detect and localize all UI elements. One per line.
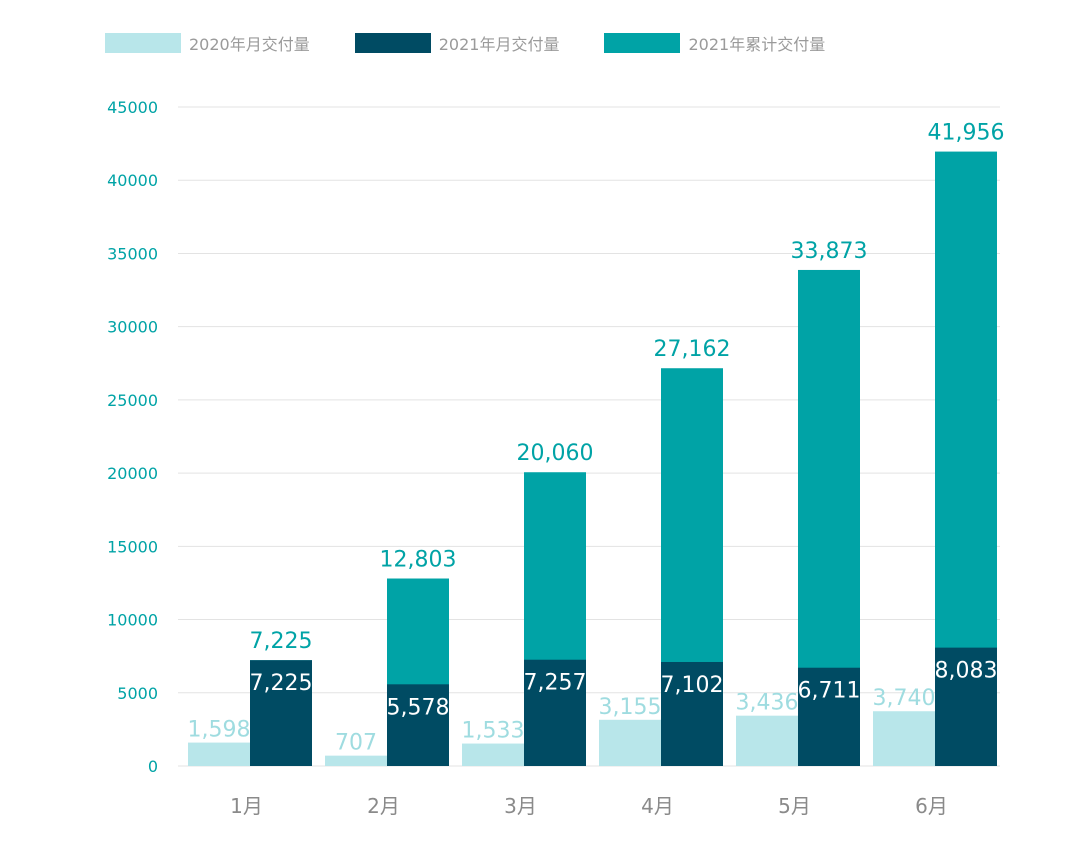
y-tick-label: 15000 xyxy=(107,537,158,556)
legend-label-2021-monthly: 2021年月交付量 xyxy=(438,35,560,54)
bar-2020-monthly xyxy=(188,742,250,766)
bar-2020-monthly xyxy=(462,743,524,766)
data-label-2020-monthly: 1,533 xyxy=(462,719,525,744)
data-label-2021-monthly: 7,257 xyxy=(524,671,587,696)
data-label-2020-monthly: 3,740 xyxy=(873,686,936,711)
y-tick-label: 5000 xyxy=(117,684,158,703)
bar-2021-monthly xyxy=(661,661,723,766)
x-category-label: 6月 xyxy=(915,794,948,818)
bar-2021-monthly xyxy=(387,684,449,766)
x-category-label: 5月 xyxy=(778,794,811,818)
y-tick-label: 0 xyxy=(148,757,158,776)
y-tick-label: 35000 xyxy=(107,244,158,263)
legend-item-2020-monthly: 2020年月交付量 xyxy=(105,31,310,55)
bar-2020-monthly xyxy=(873,711,935,766)
bar-2021-monthly xyxy=(524,659,586,766)
data-label-2021-cumulative: 33,873 xyxy=(791,239,868,264)
grid-layer xyxy=(178,106,1000,767)
legend-item-2021-monthly: 2021年月交付量 xyxy=(354,31,560,55)
legend-label-2020-monthly: 2020年月交付量 xyxy=(189,35,310,54)
bar-2021-monthly xyxy=(798,667,860,766)
legend-swatch-2021-monthly xyxy=(354,33,431,53)
data-label-2021-monthly: 7,102 xyxy=(661,673,724,698)
bars-layer xyxy=(188,151,997,766)
y-tick-label: 40000 xyxy=(107,171,158,190)
bar-2020-monthly xyxy=(325,755,387,766)
x-category-label: 2月 xyxy=(367,794,400,818)
chart-legend: 2020年月交付量 2021年月交付量 2021年累计交付量 xyxy=(105,30,870,56)
bar-2021-monthly xyxy=(250,660,312,766)
bar-2020-monthly xyxy=(599,719,661,766)
y-tick-label: 20000 xyxy=(107,464,158,483)
legend-swatch-2020-monthly xyxy=(105,33,181,53)
y-tick-label: 45000 xyxy=(107,98,158,117)
data-label-2020-monthly: 1,598 xyxy=(188,718,251,743)
data-label-2021-monthly: 5,578 xyxy=(387,695,450,720)
x-category-label: 3月 xyxy=(504,794,537,818)
y-tick-label: 30000 xyxy=(107,318,158,337)
y-tick-label: 25000 xyxy=(107,391,158,410)
data-label-2021-cumulative: 12,803 xyxy=(380,548,457,573)
y-tick-label: 10000 xyxy=(107,611,158,630)
legend-swatch-2021-cumulative xyxy=(604,33,681,53)
data-label-2021-cumulative: 20,060 xyxy=(517,441,594,466)
data-label-2021-cumulative: 7,225 xyxy=(250,629,313,654)
data-label-2020-monthly: 3,436 xyxy=(736,691,799,716)
data-label-2021-cumulative: 27,162 xyxy=(654,337,731,362)
data-labels-layer: 1,598 7,225 7,225 707 5,578 12,803 1,533 7,257 2… xyxy=(188,121,1005,756)
x-category-label: 1月 xyxy=(230,794,263,818)
y-axis-ticks: 0 5000 10000 15000 20000 25000 30000 35000 40000… xyxy=(107,98,158,776)
x-category-label: 4月 xyxy=(641,794,674,818)
bar-2020-monthly xyxy=(736,715,798,766)
data-label-2021-monthly: 8,083 xyxy=(935,659,998,684)
legend-label-2021-cumulative: 2021年累计交付量 xyxy=(688,35,826,54)
data-label-2021-cumulative: 41,956 xyxy=(928,121,1005,146)
data-label-2021-monthly: 7,225 xyxy=(250,671,313,696)
bar-2021-monthly xyxy=(935,647,997,766)
data-label-2021-monthly: 6,711 xyxy=(798,679,861,704)
x-axis-ticks: 1月 2月 3月 4月 5月 6月 xyxy=(230,794,948,818)
legend-item-2021-cumulative: 2021年累计交付量 xyxy=(604,31,825,55)
data-label-2020-monthly: 3,155 xyxy=(599,695,662,720)
data-label-2020-monthly: 707 xyxy=(335,731,377,756)
